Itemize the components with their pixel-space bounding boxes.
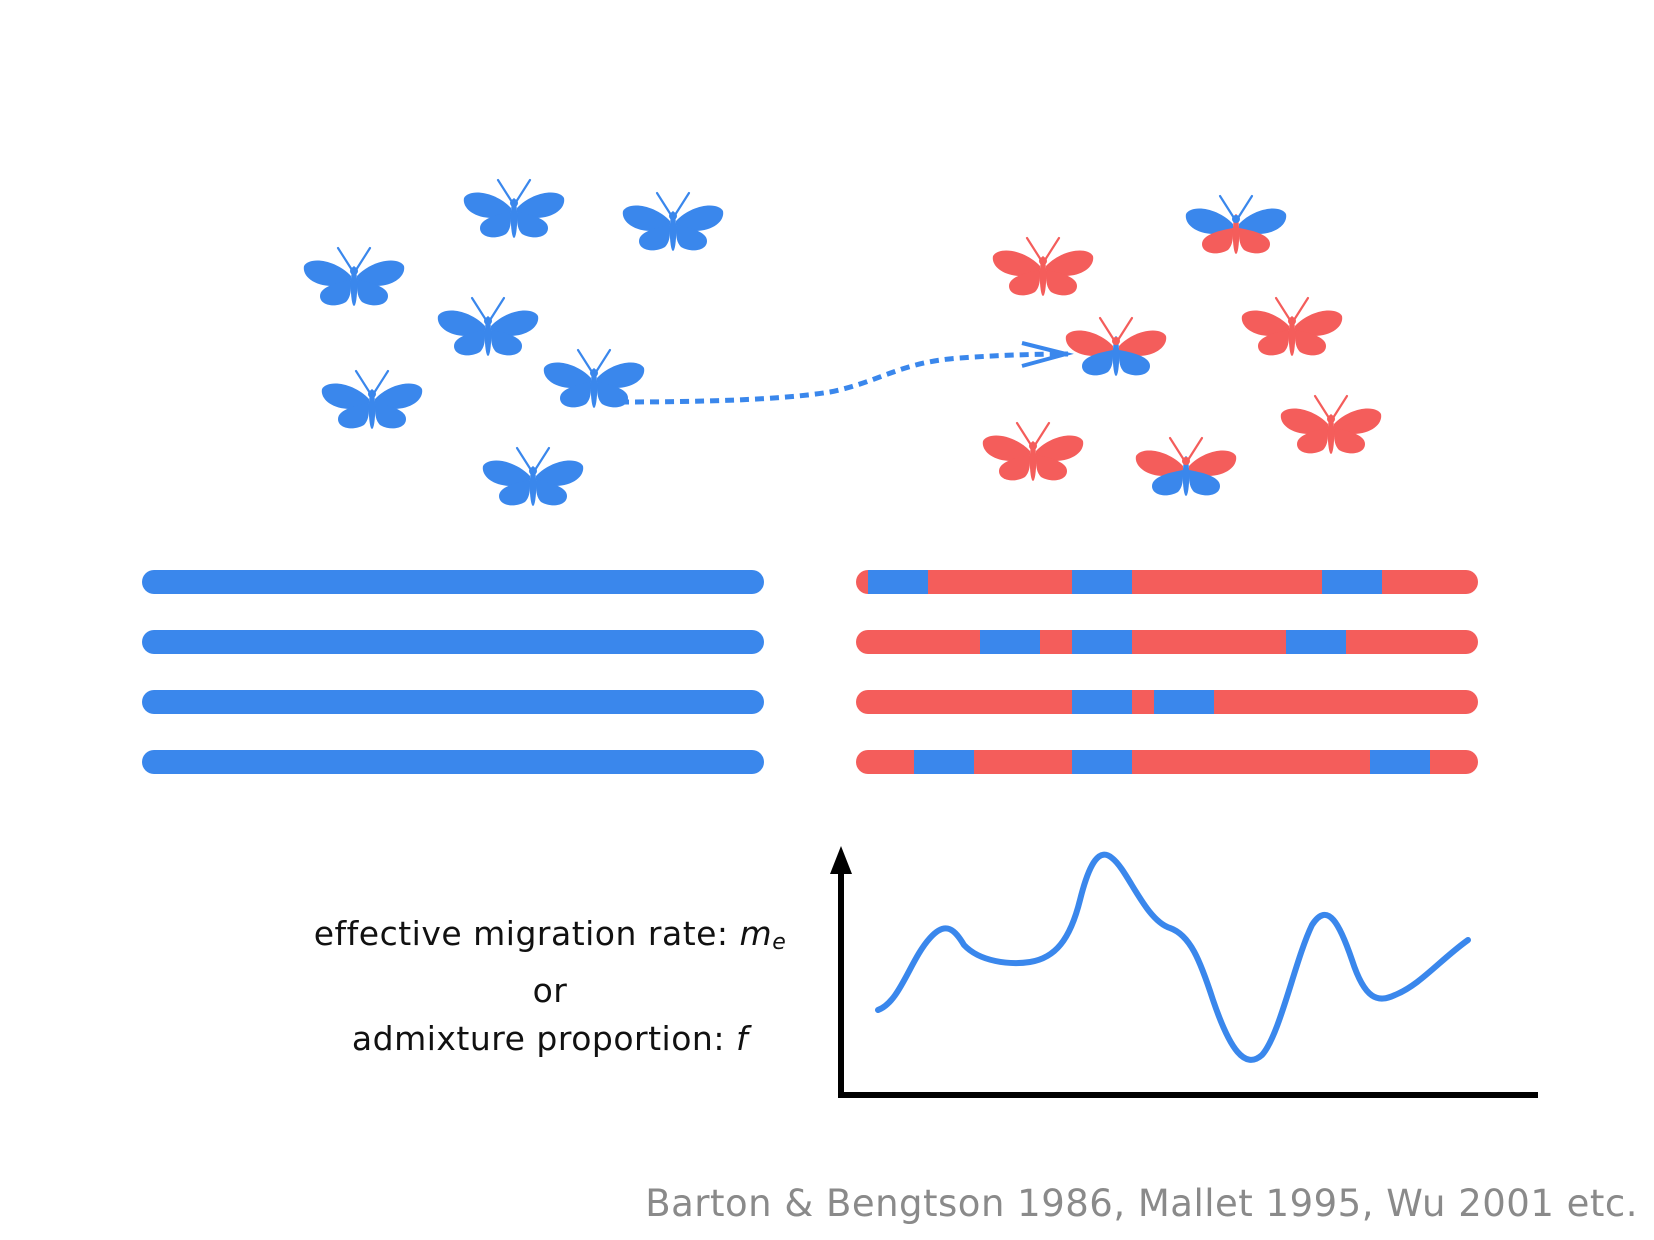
chromosome-b-1 [856, 570, 1478, 594]
butterfly-red-3 [982, 421, 1084, 481]
curve-label-line-2: or [532, 971, 568, 1010]
migration-rate-curve [875, 851, 1471, 1063]
butterfly-blue-3 [303, 246, 405, 306]
introgressed-tract [868, 570, 928, 594]
y-axis-arrowhead [830, 846, 852, 874]
chromosome-b-3 [856, 690, 1478, 714]
migration-subscript: e [772, 930, 787, 955]
butterfly-blue-7 [482, 446, 584, 506]
plot-axes [830, 846, 1538, 1098]
introgressed-tract [980, 630, 1040, 654]
butterfly-hybrid-migrant [1065, 316, 1167, 376]
butterfly-red-1 [992, 236, 1094, 296]
introgressed-tract [914, 750, 974, 774]
butterfly-blue-6 [543, 348, 645, 408]
butterfly-blue-5 [321, 369, 423, 429]
butterfly-red-2 [1241, 296, 1343, 356]
migration-symbol: m [739, 914, 773, 953]
chromosome-b-4 [856, 750, 1478, 774]
introgressed-tract [1072, 690, 1132, 714]
migration-arrow [619, 351, 1069, 405]
butterfly-blue-2 [622, 191, 724, 251]
butterfly-hybrid-top [1185, 194, 1287, 254]
butterfly-blue-1 [463, 178, 565, 238]
population-a-chromosomes [142, 570, 764, 774]
chromosome-b-2 [856, 630, 1478, 654]
curve-label-line-3-text: admixture proportion: [351, 1019, 736, 1058]
introgressed-tract [1072, 630, 1132, 654]
introgressed-tract [1072, 570, 1132, 594]
butterfly-hybrid-bottom [1135, 436, 1237, 496]
curve-label: effective migration rate: me or admixtur… [240, 910, 860, 1063]
curve-label-line-1-text: effective migration rate: [313, 914, 740, 953]
introgressed-tract [1370, 750, 1430, 774]
introgressed-tract [1154, 690, 1214, 714]
migration-arrowhead [1021, 341, 1074, 368]
introgressed-tract [1322, 570, 1382, 594]
population-a-butterflies [303, 178, 724, 506]
population-b-butterflies [982, 194, 1382, 496]
curve-label-line-1: effective migration rate: me [240, 910, 860, 967]
curve-label-line-3: admixture proportion: f [240, 1015, 860, 1063]
introgressed-tract [1072, 750, 1132, 774]
citation: Barton & Bengtson 1986, Mallet 1995, Wu … [645, 1182, 1638, 1225]
population-b-chromosomes [856, 570, 1478, 774]
admixture-symbol: f [735, 1019, 749, 1058]
butterfly-red-4 [1280, 394, 1382, 454]
introgressed-tract [1286, 630, 1346, 654]
butterfly-blue-4 [437, 296, 539, 356]
